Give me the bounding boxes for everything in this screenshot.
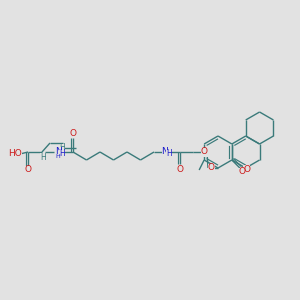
Text: HO: HO <box>8 149 22 158</box>
Text: H: H <box>59 143 65 152</box>
Text: H: H <box>166 149 172 158</box>
Text: O: O <box>25 166 32 175</box>
Text: N: N <box>55 146 62 155</box>
Text: O: O <box>176 166 184 175</box>
Text: O: O <box>70 128 76 137</box>
Text: H: H <box>56 154 60 158</box>
Text: O: O <box>208 164 214 172</box>
Text: N: N <box>162 146 168 155</box>
Text: H: H <box>40 152 46 161</box>
Text: O: O <box>200 148 208 157</box>
Text: O: O <box>243 164 250 173</box>
Text: O: O <box>238 167 245 176</box>
Text: H: H <box>59 149 65 158</box>
